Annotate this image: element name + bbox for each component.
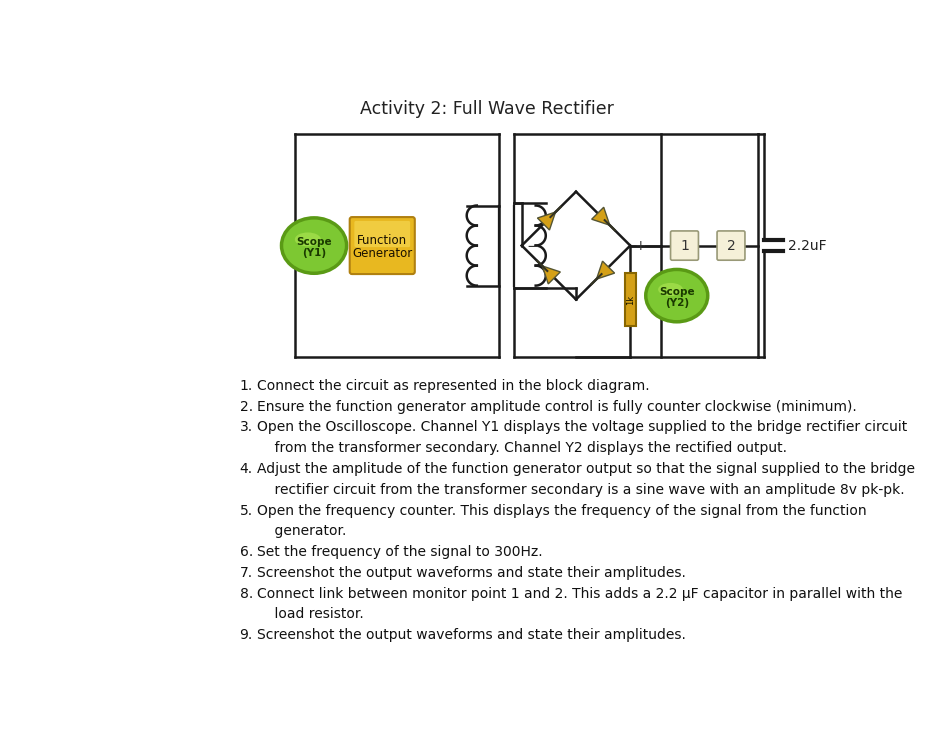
Polygon shape [542,266,560,284]
Text: load resistor.: load resistor. [256,607,364,621]
Text: −: − [526,240,540,254]
Polygon shape [592,208,610,225]
Ellipse shape [646,270,708,322]
Text: (Y1): (Y1) [302,249,326,258]
Text: 8.: 8. [239,587,253,601]
Text: 1.: 1. [239,379,253,393]
FancyBboxPatch shape [350,217,415,274]
Polygon shape [538,212,556,230]
Text: 3.: 3. [239,420,253,434]
FancyBboxPatch shape [717,231,745,260]
Text: rectifier circuit from the transformer secondary is a sine wave with an amplitud: rectifier circuit from the transformer s… [256,482,904,497]
Text: (Y2): (Y2) [665,298,689,308]
Text: Activity 2: Full Wave Rectifier: Activity 2: Full Wave Rectifier [360,100,614,118]
Text: generator.: generator. [256,524,346,538]
Text: Connect the circuit as represented in the block diagram.: Connect the circuit as represented in th… [256,379,650,393]
Text: Open the frequency counter. This displays the frequency of the signal from the f: Open the frequency counter. This display… [256,504,866,518]
Text: Screenshot the output waveforms and state their amplitudes.: Screenshot the output waveforms and stat… [256,628,686,643]
Text: 1: 1 [680,238,689,253]
Text: Set the frequency of the signal to 300Hz.: Set the frequency of the signal to 300Hz… [256,545,542,559]
Text: 6.: 6. [239,545,253,559]
Polygon shape [597,261,615,279]
Text: +: + [635,240,647,254]
Text: Scope: Scope [296,237,332,247]
Text: 5.: 5. [239,504,253,518]
FancyBboxPatch shape [625,273,636,327]
FancyBboxPatch shape [671,231,698,260]
Text: Scope: Scope [659,287,694,297]
Text: Connect link between monitor point 1 and 2. This adds a 2.2 μF capacitor in para: Connect link between monitor point 1 and… [256,587,902,601]
Text: 2: 2 [727,238,735,253]
Text: 4.: 4. [239,462,253,476]
Text: Ensure the function generator amplitude control is fully counter clockwise (mini: Ensure the function generator amplitude … [256,400,857,414]
Ellipse shape [294,232,321,246]
Text: Screenshot the output waveforms and state their amplitudes.: Screenshot the output waveforms and stat… [256,566,686,580]
FancyBboxPatch shape [354,221,410,247]
Text: from the transformer secondary. Channel Y2 displays the rectified output.: from the transformer secondary. Channel … [256,441,787,455]
Ellipse shape [281,218,347,273]
Text: Function: Function [357,235,408,248]
Text: Generator: Generator [352,247,412,260]
Ellipse shape [658,283,683,296]
Text: 9.: 9. [239,628,253,643]
Text: 7.: 7. [239,566,253,580]
Text: Open the Oscilloscope. Channel Y1 displays the voltage supplied to the bridge re: Open the Oscilloscope. Channel Y1 displa… [256,420,907,434]
Text: Adjust the amplitude of the function generator output so that the signal supplie: Adjust the amplitude of the function gen… [256,462,915,476]
Text: 1k: 1k [626,295,635,305]
Text: 2.2uF: 2.2uF [788,238,826,253]
Text: 2.: 2. [239,400,253,414]
